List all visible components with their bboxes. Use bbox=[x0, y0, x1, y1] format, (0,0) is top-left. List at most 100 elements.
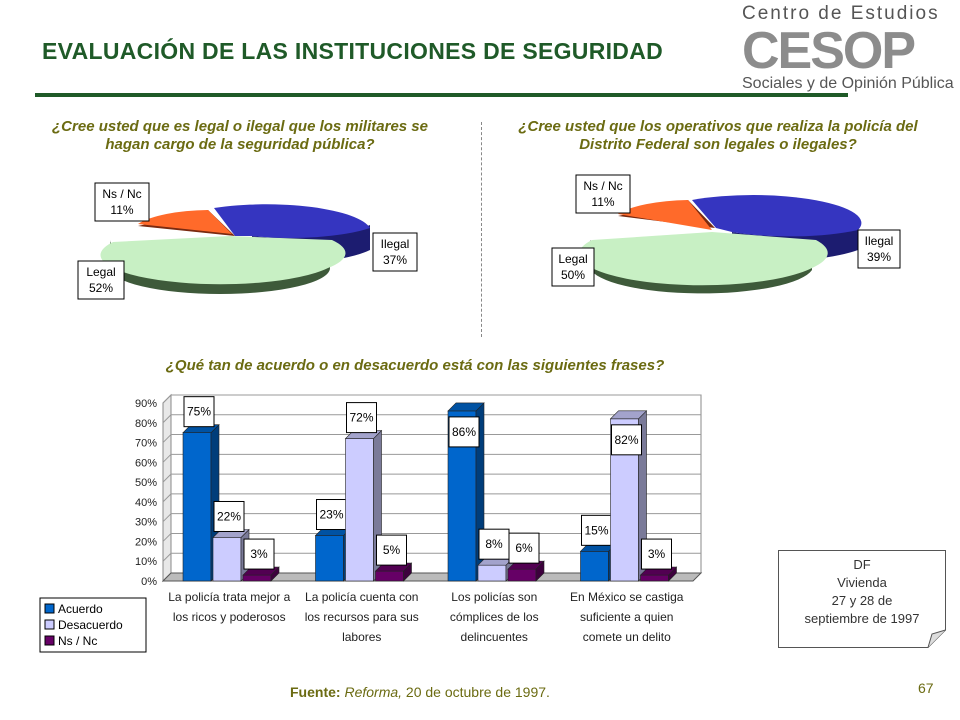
bar-front bbox=[640, 574, 669, 582]
pie-right-label-legal: Legal 50% bbox=[551, 247, 595, 287]
legend-swatch bbox=[44, 635, 55, 646]
note-line: Vivienda bbox=[837, 575, 887, 590]
legend-entry: Desacuerdo bbox=[58, 618, 123, 632]
data-label: 75% bbox=[187, 405, 211, 419]
y-tick-label: 20% bbox=[135, 536, 157, 548]
pie-left-ilegal-slice bbox=[214, 204, 370, 238]
data-label-box bbox=[316, 499, 347, 531]
legend-entry: Acuerdo bbox=[58, 602, 103, 616]
data-label-box bbox=[611, 424, 642, 456]
category-label: La policía cuenta con bbox=[305, 590, 418, 604]
pie-right-nsnc-slice bbox=[618, 200, 712, 230]
bar-front bbox=[212, 537, 242, 582]
data-label-box bbox=[243, 538, 275, 570]
svg-text:50%: 50% bbox=[561, 268, 585, 282]
svg-text:Ilegal: Ilegal bbox=[381, 237, 410, 251]
gridline-diag bbox=[162, 394, 172, 404]
svg-text:Legal: Legal bbox=[86, 265, 115, 279]
cesop-logo: Centro de Estudios CESOP Sociales y de O… bbox=[740, 3, 954, 92]
data-label-box bbox=[581, 514, 612, 546]
svg-text:11%: 11% bbox=[110, 203, 133, 217]
svg-text:37%: 37% bbox=[383, 253, 407, 267]
data-label-box bbox=[448, 416, 480, 448]
category-label: comete un delito bbox=[583, 630, 671, 644]
category-label: los ricos y poderosos bbox=[173, 610, 286, 624]
title-divider bbox=[35, 93, 848, 97]
bar-top bbox=[447, 402, 485, 412]
svg-text:Ns / Nc: Ns / Nc bbox=[583, 179, 622, 193]
data-label: 22% bbox=[217, 509, 241, 523]
gridline-diag bbox=[162, 513, 172, 523]
svg-text:Legal: Legal bbox=[558, 252, 587, 266]
y-tick-label: 50% bbox=[135, 477, 157, 489]
pies-divider bbox=[481, 122, 482, 337]
bar-front bbox=[375, 570, 404, 582]
category-label: los recursos para sus bbox=[305, 610, 419, 624]
bar-question: ¿Qué tan de acuerdo o en desacuerdo está… bbox=[165, 357, 665, 374]
data-label-box bbox=[376, 534, 407, 566]
data-label-box bbox=[508, 532, 540, 564]
bar bbox=[507, 560, 545, 582]
gridline-diag bbox=[162, 453, 172, 463]
page-title: EVALUACIÓN DE LAS INSTITUCIONES DE SEGUR… bbox=[42, 38, 664, 64]
bar-chart: 0% 10% 20% 30% 40% 50% 60% 70% 80% 90% 75% 22% 3% La … bbox=[39, 393, 703, 653]
category-label: En México se castiga bbox=[570, 590, 684, 604]
gridline-diag bbox=[162, 473, 172, 483]
bar-front bbox=[477, 564, 507, 582]
legend-swatch bbox=[44, 619, 55, 630]
pie-right-question: ¿Cree usted que los operativos que reali… bbox=[518, 118, 918, 153]
legend-entry: Ns / Nc bbox=[58, 634, 97, 648]
pie-left-legal-slice bbox=[100, 236, 346, 285]
data-label: 82% bbox=[614, 433, 638, 447]
note-line: DF bbox=[853, 557, 870, 572]
pie-left-label-ilegal: Ilegal 37% bbox=[372, 232, 418, 272]
pie-left-question: ¿Cree usted que es legal o ilegal que lo… bbox=[52, 118, 428, 153]
data-label-box bbox=[213, 500, 245, 532]
y-tick-label: 90% bbox=[135, 398, 157, 410]
source-label: Fuente: bbox=[290, 684, 341, 700]
gridline-diag bbox=[162, 552, 172, 562]
bar bbox=[374, 562, 413, 582]
bar-front bbox=[507, 568, 537, 582]
pie-right-legal-slice bbox=[578, 232, 828, 286]
bar-top bbox=[609, 410, 648, 420]
source-publication: Reforma, bbox=[344, 684, 403, 700]
data-label: 6% bbox=[515, 541, 533, 555]
gridline-diag bbox=[162, 493, 172, 503]
y-tick-label: 0% bbox=[141, 576, 157, 588]
pie-left-chart: Ns / Nc 11% Ilegal 37% Legal 52% bbox=[77, 182, 418, 300]
gridline-diag bbox=[162, 414, 172, 424]
data-label-box bbox=[183, 396, 215, 428]
data-label-box bbox=[478, 528, 510, 560]
bar-front bbox=[315, 535, 344, 582]
svg-text:39%: 39% bbox=[867, 250, 891, 264]
category-label: La policía trata mejor a bbox=[168, 590, 290, 604]
category-label: suficiente a quien bbox=[580, 610, 673, 624]
data-label: 3% bbox=[250, 547, 268, 561]
category-label: labores bbox=[342, 630, 381, 644]
logo-line1: Centro de Estudios bbox=[742, 3, 940, 24]
logo-line2: Sociales y de Opinión Pública bbox=[742, 75, 954, 92]
logo-mark: CESOP bbox=[742, 22, 914, 80]
pie-right-chart: Ns / Nc 11% Ilegal 39% Legal 50% bbox=[551, 174, 901, 294]
bar-front bbox=[182, 432, 212, 582]
page-number: 67 bbox=[918, 680, 934, 696]
y-tick-label: 80% bbox=[135, 418, 157, 430]
category-label: Los policías son bbox=[451, 590, 537, 604]
data-label-box bbox=[346, 402, 377, 434]
data-label: 5% bbox=[383, 543, 401, 557]
category-label: delincuentes bbox=[461, 630, 528, 644]
y-tick-label: 60% bbox=[135, 457, 157, 469]
bar-front bbox=[580, 551, 609, 582]
y-tick-label: 40% bbox=[135, 497, 157, 509]
pie-right-label-ilegal: Ilegal 39% bbox=[857, 229, 901, 269]
pie-right-ilegal-slice bbox=[692, 195, 862, 237]
legend-swatch bbox=[44, 603, 55, 614]
data-label: 3% bbox=[648, 547, 666, 561]
svg-text:52%: 52% bbox=[89, 281, 113, 295]
data-label: 72% bbox=[349, 411, 373, 425]
plot-side-wall bbox=[162, 393, 172, 583]
pie-right-label-nsnc: Ns / Nc 11% bbox=[575, 174, 631, 214]
pie-left-label-legal: Legal 52% bbox=[77, 260, 125, 300]
note-line: 27 y 28 de bbox=[832, 593, 893, 608]
